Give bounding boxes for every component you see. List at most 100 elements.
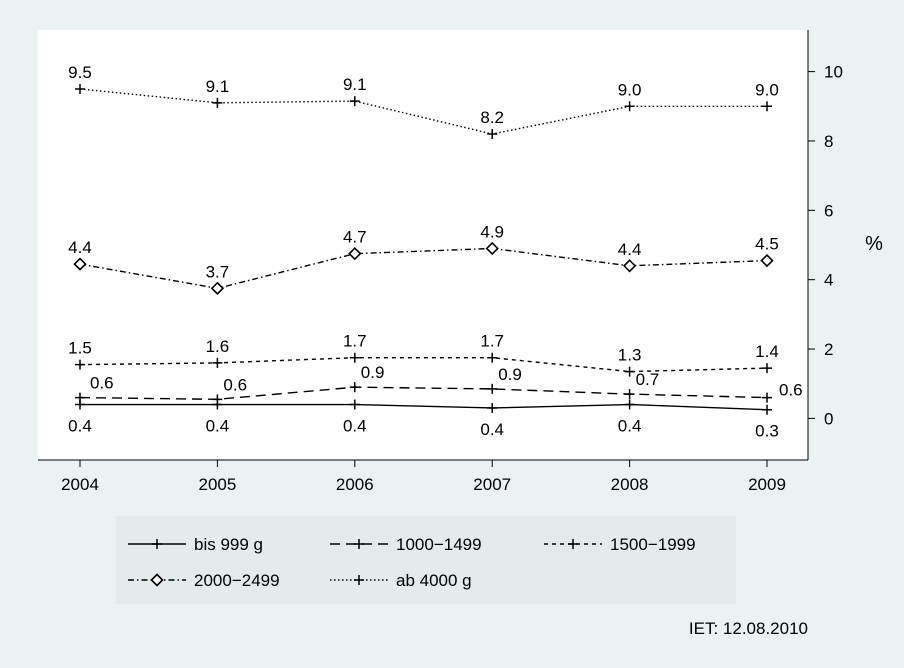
y-tick-label: 6 (824, 201, 833, 220)
data-point (75, 392, 85, 403)
data-point (349, 96, 360, 107)
y-tick-label: 4 (824, 271, 833, 290)
legend-item: 2000−2499 (128, 571, 280, 590)
data-label: 1.3 (618, 346, 642, 365)
data-point (212, 97, 223, 108)
legend-marker (568, 539, 578, 549)
data-point (487, 129, 498, 140)
legend-label: bis 999 g (194, 535, 263, 554)
data-point (762, 392, 772, 403)
legend-marker (150, 573, 164, 587)
data-label: 0.7 (636, 370, 660, 389)
x-tick-label: 2006 (336, 475, 374, 494)
data-point (348, 247, 362, 261)
legend: bis 999 g 1000−1499 1500−1999 2000−2499 ab 4… (116, 516, 736, 604)
y-axis-label: % (865, 233, 883, 255)
data-label: 0.4 (618, 417, 642, 436)
data-point (622, 259, 637, 273)
data-label: 0.4 (68, 417, 92, 436)
data-point (212, 394, 223, 405)
data-label: 1.7 (480, 332, 504, 351)
data-label: 9.0 (618, 80, 642, 99)
data-label: 4.9 (480, 222, 504, 241)
legend-item: ab 4000 g (330, 571, 472, 590)
data-label: 4.7 (343, 228, 367, 247)
series-line (79, 386, 768, 401)
series-4: 9.5 9.1 9.1 8.2 9.0 9.0 (68, 63, 779, 140)
data-point (760, 253, 774, 268)
x-tick-label: 2008 (611, 475, 649, 494)
legend-box (116, 516, 736, 604)
legend-label: 1000−1499 (396, 535, 482, 554)
data-point (349, 382, 360, 393)
data-label: 0.9 (361, 363, 385, 382)
series-3: 4.4 3.7 4.7 4.9 4.4 4.5 (68, 222, 779, 295)
data-label: 4.4 (618, 240, 642, 259)
data-label: 9.0 (755, 80, 779, 99)
data-point (210, 281, 225, 295)
legend-label: 2000−2499 (194, 571, 280, 590)
legend-item: 1000−1499 (330, 535, 482, 554)
data-point (349, 352, 360, 363)
axes-layer: 2004 2005 2006 2007 2008 2009 0 2 4 6 8 10 (38, 30, 843, 494)
data-label: 0.6 (779, 381, 803, 400)
data-label: 0.6 (90, 374, 114, 393)
series-0: 0.4 0.4 0.4 0.4 0.4 0.3 (68, 399, 779, 441)
data-label: 0.9 (498, 365, 522, 384)
data-point (349, 399, 360, 410)
data-label: 4.4 (68, 238, 92, 257)
legend-item: bis 999 g (128, 535, 263, 554)
data-label: 0.6 (223, 375, 247, 394)
series-1: 0.6 0.6 0.9 0.9 0.7 0.6 (75, 363, 803, 405)
data-point (762, 363, 772, 374)
data-label: 3.7 (206, 262, 230, 281)
data-label: 0.4 (206, 417, 230, 436)
data-point (487, 383, 498, 394)
data-label: 1.4 (755, 342, 779, 361)
data-point (73, 257, 87, 271)
data-point (212, 357, 223, 368)
data-label: 9.1 (206, 77, 230, 96)
data-point (762, 101, 772, 112)
data-label: 1.7 (343, 332, 367, 351)
data-point (75, 359, 85, 370)
data-label: 9.1 (343, 75, 367, 94)
legend-marker (354, 575, 364, 585)
data-point (762, 404, 772, 415)
data-point (485, 241, 499, 256)
data-label: 9.5 (68, 63, 92, 82)
series-layer: 0.4 0.4 0.4 0.4 0.4 0.30.6 0.60.9 0.9 0.70.61.5 1… (68, 63, 802, 441)
source-note: IET: 12.08.2010 (689, 619, 808, 638)
data-label: 4.5 (755, 235, 779, 254)
legend-label: ab 4000 g (396, 571, 472, 590)
x-tick-label: 2009 (748, 475, 786, 494)
data-point (487, 352, 498, 363)
series-line (80, 403, 768, 411)
y-tick-label: 8 (824, 132, 833, 151)
y-tick-label: 10 (824, 63, 843, 82)
legend-marker (354, 539, 364, 549)
data-point (487, 402, 498, 413)
data-label: 0.3 (755, 422, 779, 441)
data-label: 0.4 (480, 420, 504, 439)
x-tick-label: 2005 (198, 475, 236, 494)
data-point (624, 366, 635, 377)
x-tick-label: 2007 (473, 475, 511, 494)
legend-marker (152, 539, 162, 549)
legend-label: 1500−1999 (610, 535, 696, 554)
data-label: 8.2 (480, 108, 504, 127)
y-tick-label: 0 (824, 409, 833, 428)
data-point (624, 399, 635, 410)
x-tick-label: 2004 (61, 475, 99, 494)
data-point (624, 389, 635, 400)
y-tick-label: 2 (824, 340, 833, 359)
data-label: 1.5 (68, 339, 92, 358)
series-2: 1.5 1.6 1.7 1.7 1.3 1.4 (68, 332, 779, 377)
data-point (624, 101, 635, 112)
legend-item: 1500−1999 (544, 535, 696, 554)
data-label: 1.6 (206, 337, 230, 356)
data-label: 0.4 (343, 417, 367, 436)
series-line (79, 357, 768, 373)
